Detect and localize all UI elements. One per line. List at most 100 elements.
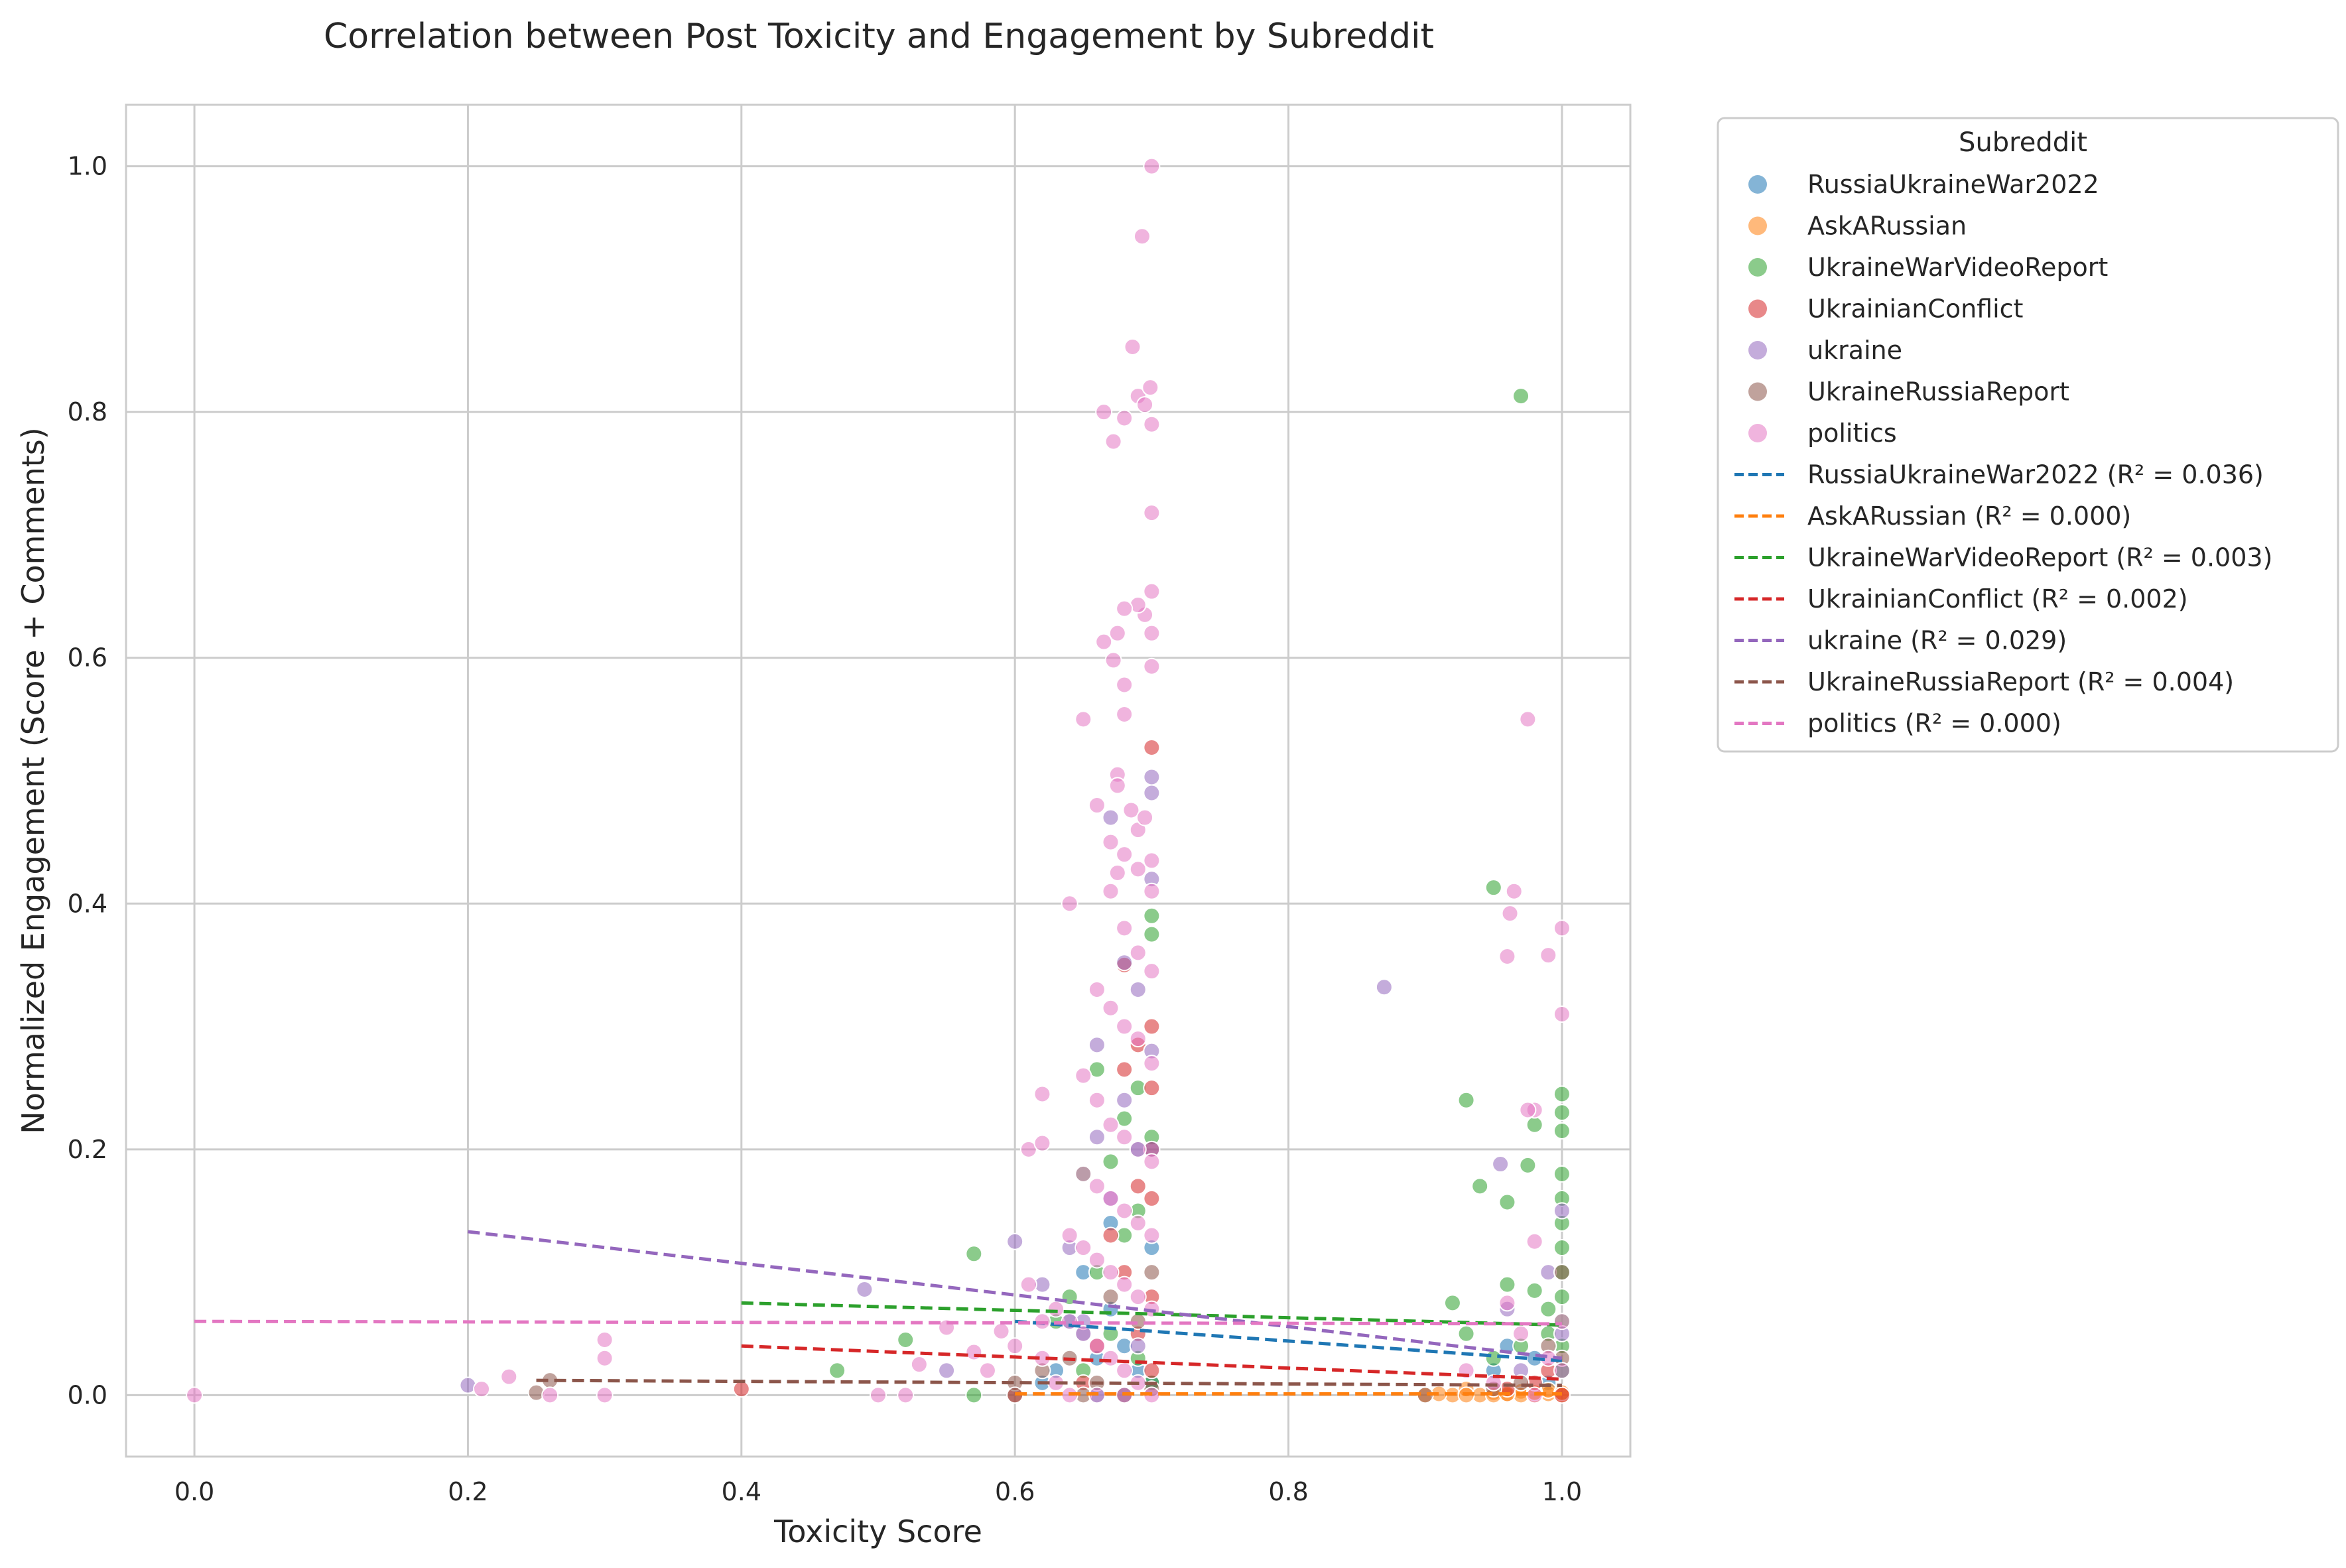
scatter-point [1122,801,1140,819]
scatter-point [1129,1140,1147,1158]
scatter-point [1108,864,1126,882]
scatter-point [1143,962,1161,980]
legend-label: politics (R² = 0.000) [1807,709,2061,738]
scatter-point [1088,1036,1106,1054]
legend-label: politics [1807,419,1897,448]
scatter-point [1375,978,1393,996]
scatter-point [1102,833,1120,851]
scatter-point [1102,1116,1120,1134]
scatter-point [1143,768,1161,786]
scatter-point [1129,1177,1147,1195]
legend-label: UkrainianConflict (R² = 0.002) [1807,584,2188,614]
scatter-point [1471,1177,1489,1195]
scatter-point [1116,1362,1134,1380]
scatter-point [1143,784,1161,802]
scatter-point [1143,1079,1161,1097]
scatter-point [965,1386,983,1404]
scatter-point [1553,1362,1571,1380]
scatter-point [1526,1281,1543,1299]
scatter-point [1553,1239,1571,1257]
scatter-point [1539,947,1557,964]
scatter-point [1553,1264,1571,1281]
scatter-point [186,1386,204,1404]
scatter-point [1519,1101,1537,1119]
trend-lines [194,1230,1563,1396]
scatter-point [1104,432,1122,450]
scatter-point [1088,980,1106,998]
scatter-point [1088,1251,1106,1269]
trend-line [468,1230,1563,1360]
scatter-point [1088,1128,1106,1146]
scatter-point [1095,403,1113,421]
scatter-point [1143,157,1161,175]
scatter-point [1143,657,1161,675]
scatter-point [1116,409,1134,427]
scatter-point [1129,980,1147,998]
scatter-point [1512,1325,1530,1342]
scatter-point [1102,809,1120,826]
scatter-point [1116,600,1134,618]
scatter-point [1075,1165,1092,1183]
scatter-point [910,1356,928,1374]
legend-marker [1748,424,1767,442]
scatter-point [1129,944,1147,962]
y-tick-label: 0.8 [68,397,107,426]
scatter-point [1088,1177,1106,1195]
scatter-point [1498,1275,1516,1293]
scatter-point [1143,415,1161,433]
scatter-point [1102,1189,1120,1207]
legend-label: ukraine [1807,336,1902,365]
x-tick-label: 0.6 [995,1477,1035,1506]
scatter-point [1553,1085,1571,1103]
trend-line [1015,1319,1563,1362]
scatter-point [1006,1232,1024,1250]
scatter-point [1088,1091,1106,1109]
scatter-point [1143,1362,1161,1380]
scatter-point [1116,1275,1134,1293]
y-tick-labels: 0.0 0.2 0.4 0.6 0.8 1.0 [68,152,107,1410]
scatter-point [1061,895,1078,913]
y-tick-label: 0.4 [68,889,107,918]
scatter-point [1033,1085,1051,1103]
scatter-point [870,1386,887,1404]
x-tick-label: 0.2 [448,1477,488,1506]
scatter-point [1116,1017,1134,1035]
legend-marker [1748,299,1767,318]
scatter-point [1484,1349,1502,1367]
scatter-point [1143,624,1161,642]
scatter-point [1505,882,1523,900]
scatter-point [1498,1294,1516,1312]
legend-label: RussiaUkraineWar2022 (R² = 0.036) [1807,460,2264,490]
scatter-point [897,1331,915,1348]
legend-box [1717,117,2339,753]
trend-line [194,1319,1562,1326]
scatter-point [1102,882,1120,900]
scatter-point [1108,777,1126,795]
scatter-point [1136,396,1154,414]
scatter-point [1143,852,1161,870]
scatter-point [1143,1055,1161,1073]
scatter-point [1116,919,1134,937]
trend-line [536,1378,1562,1388]
y-tick-label: 1.0 [68,152,107,181]
scatter-point [596,1331,614,1348]
x-tick-labels: 0.0 0.2 0.4 0.6 0.8 1.0 [174,1477,1582,1506]
scatter-point [1102,1264,1120,1281]
legend-label: UkraineRussiaReport (R² = 0.004) [1807,667,2234,696]
scatter-point [938,1362,956,1380]
scatter-point [1143,1264,1161,1281]
scatter-point [1457,1325,1475,1342]
y-tick-label: 0.6 [68,643,107,673]
scatter-point [1116,846,1134,864]
scatter-point [1075,1239,1092,1257]
scatter-point [1104,651,1122,669]
x-tick-label: 1.0 [1542,1477,1582,1506]
legend-marker [1748,341,1767,359]
scatter-point [1553,1288,1571,1306]
scatter-point [541,1386,559,1404]
legend-marker [1748,382,1767,401]
chart-title: Correlation between Post Toxicity and En… [324,17,1434,56]
scatter-point [1102,1226,1120,1244]
x-tick-label: 0.8 [1268,1477,1308,1506]
